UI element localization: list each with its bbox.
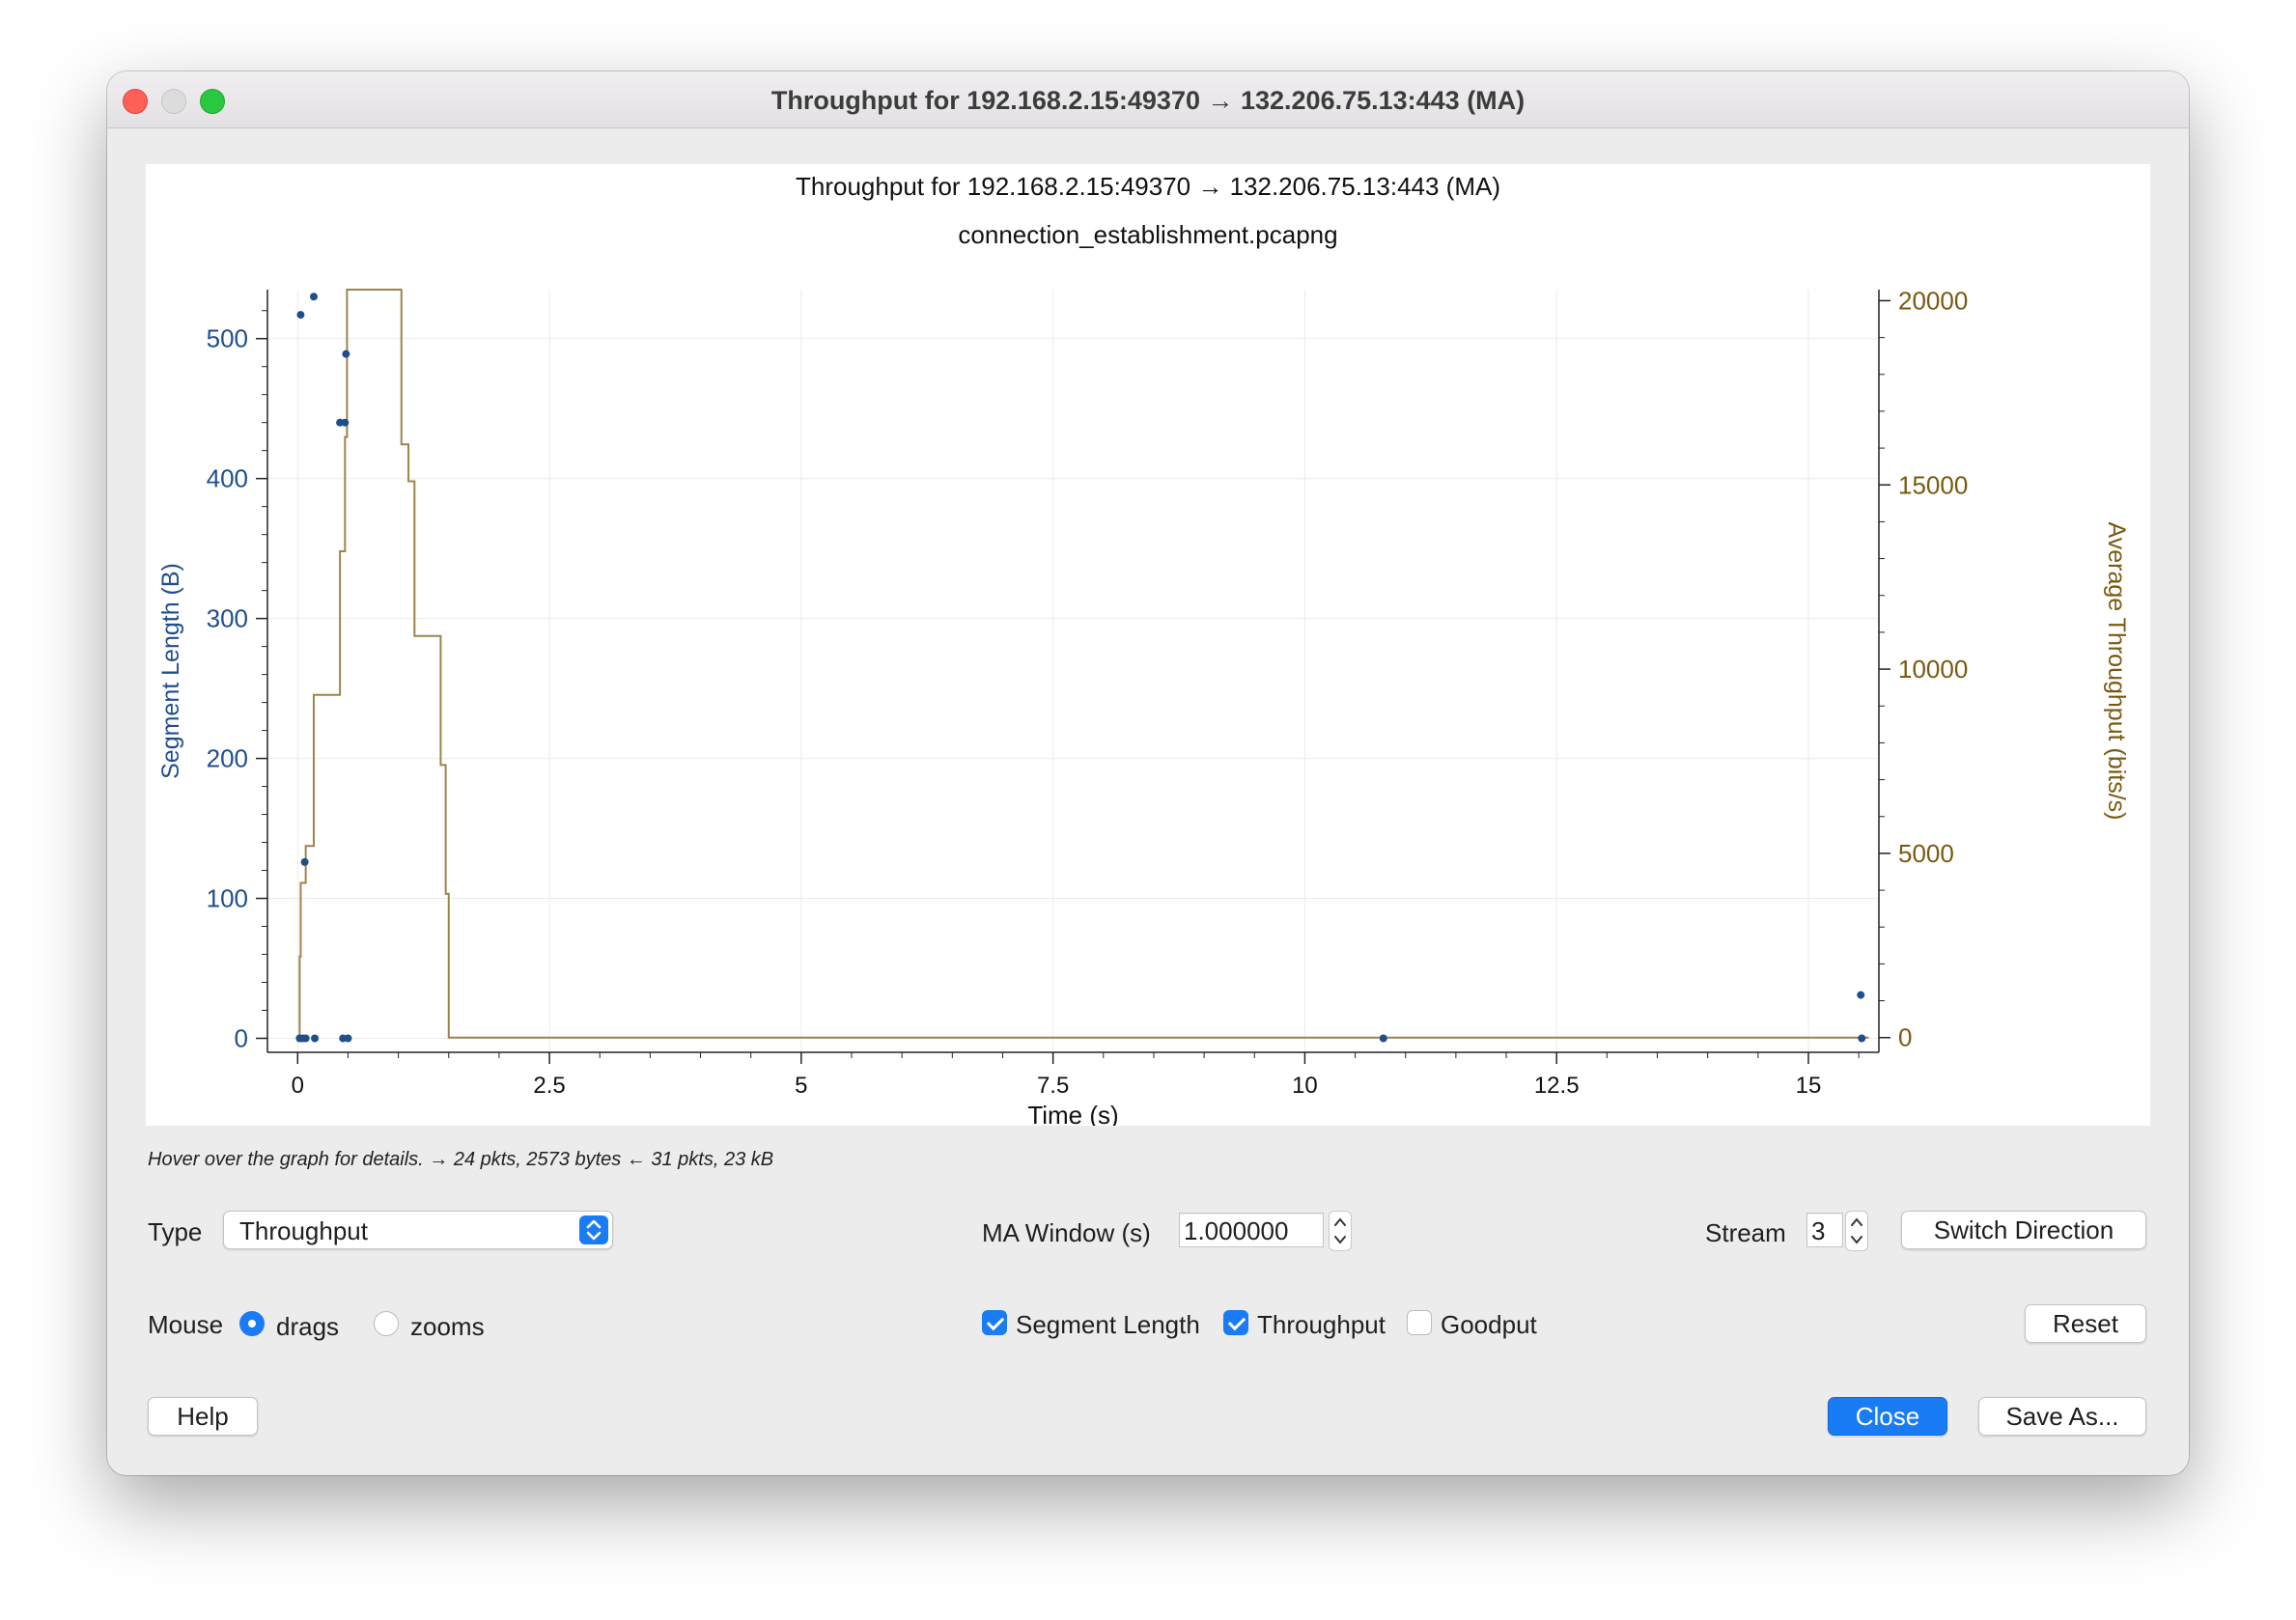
- chart-canvas[interactable]: Throughput for 192.168.2.15:49370 → 132.…: [146, 164, 2150, 1126]
- segment-length-point: [1857, 991, 1865, 999]
- save-as-button[interactable]: Save As...: [1978, 1397, 2146, 1436]
- throughput-series-line: [298, 289, 1869, 1039]
- window-close-icon[interactable]: [123, 89, 148, 114]
- y-tick-label: 0: [235, 1024, 248, 1053]
- throughput-graph-window: Throughput for 192.168.2.15:49370 → 132.…: [107, 71, 2189, 1475]
- segment-length-point: [300, 857, 309, 866]
- chevron-updown-icon: [579, 1215, 608, 1244]
- ma-window-value: 1.000000: [1184, 1216, 1289, 1245]
- segment-length-point: [342, 349, 350, 358]
- segment-length-point: [309, 293, 318, 301]
- zooms-radio[interactable]: [374, 1311, 399, 1336]
- mouse-label: Mouse: [148, 1310, 224, 1339]
- goodput-label[interactable]: Goodput: [1441, 1310, 1537, 1339]
- type-label: Type: [148, 1217, 203, 1246]
- stream-input[interactable]: 3: [1806, 1213, 1843, 1247]
- x-axis-label: Time (s): [1027, 1101, 1118, 1126]
- y2-axis-label: Average Throughput (bits/s): [2103, 522, 2130, 821]
- y-tick-label: 400: [207, 464, 248, 493]
- x-tick-label: 15: [1796, 1073, 1822, 1099]
- x-tick-label: 7.5: [1037, 1073, 1069, 1099]
- y2-tick-label: 20000: [1898, 286, 1968, 315]
- y-tick-label: 100: [207, 884, 248, 913]
- segment-length-point: [1379, 1034, 1387, 1043]
- type-select-value: Throughput: [239, 1216, 368, 1245]
- x-tick-label: 5: [795, 1073, 807, 1099]
- stream-value: 3: [1811, 1216, 1826, 1245]
- ma-window-label: MA Window (s): [982, 1218, 1151, 1247]
- y2-tick-label: 10000: [1898, 655, 1968, 684]
- y-axis-label: Segment Length (B): [157, 563, 184, 779]
- x-tick-label: 2.5: [533, 1073, 565, 1099]
- y2-tick-label: 15000: [1898, 470, 1968, 499]
- goodput-checkbox[interactable]: [1407, 1310, 1432, 1335]
- status-hint: Hover over the graph for details. → 24 p…: [148, 1149, 774, 1170]
- segment-length-point: [301, 1034, 310, 1043]
- type-select[interactable]: Throughput: [223, 1211, 613, 1249]
- drags-radio[interactable]: [239, 1311, 265, 1336]
- reset-button[interactable]: Reset: [2025, 1304, 2146, 1343]
- segment-length-point: [341, 418, 350, 427]
- throughput-checkbox[interactable]: [1223, 1310, 1248, 1335]
- close-button[interactable]: Close: [1828, 1397, 1947, 1436]
- ma-window-input[interactable]: 1.000000: [1179, 1213, 1324, 1247]
- window-title: Throughput for 192.168.2.15:49370 → 132.…: [770, 86, 1526, 115]
- segment-length-point: [296, 311, 305, 320]
- segment-length-checkbox[interactable]: [982, 1310, 1007, 1335]
- segment-length-label[interactable]: Segment Length: [1016, 1310, 1200, 1339]
- throughput-chart[interactable]: Throughput for 192.168.2.15:49370 → 132.…: [146, 164, 2150, 1126]
- x-tick-label: 10: [1292, 1073, 1318, 1099]
- window-minimize-icon[interactable]: [161, 89, 186, 114]
- ma-window-stepper[interactable]: [1329, 1211, 1352, 1251]
- y-tick-label: 200: [207, 744, 248, 773]
- segment-length-point: [344, 1034, 352, 1043]
- zooms-label[interactable]: zooms: [410, 1312, 485, 1341]
- stream-label: Stream: [1705, 1218, 1786, 1247]
- x-tick-label: 12.5: [1534, 1073, 1580, 1099]
- stream-stepper[interactable]: [1845, 1211, 1868, 1251]
- drags-label[interactable]: drags: [276, 1312, 340, 1341]
- y2-tick-label: 5000: [1898, 839, 1954, 868]
- y-tick-label: 300: [207, 604, 248, 633]
- window-zoom-icon[interactable]: [200, 89, 225, 114]
- title-bar[interactable]: Throughput for 192.168.2.15:49370 → 132.…: [107, 71, 2189, 128]
- switch-direction-button[interactable]: Switch Direction: [1901, 1211, 2146, 1249]
- y2-tick-label: 0: [1898, 1023, 1912, 1052]
- chart-title: Throughput for 192.168.2.15:49370 → 132.…: [796, 172, 1500, 201]
- y-tick-label: 500: [207, 324, 248, 353]
- throughput-label[interactable]: Throughput: [1257, 1310, 1386, 1339]
- chart-subtitle: connection_establishment.pcapng: [958, 220, 1337, 249]
- help-button[interactable]: Help: [148, 1397, 258, 1436]
- segment-length-point: [311, 1034, 320, 1043]
- segment-length-point: [1858, 1034, 1866, 1043]
- x-tick-label: 0: [292, 1073, 304, 1099]
